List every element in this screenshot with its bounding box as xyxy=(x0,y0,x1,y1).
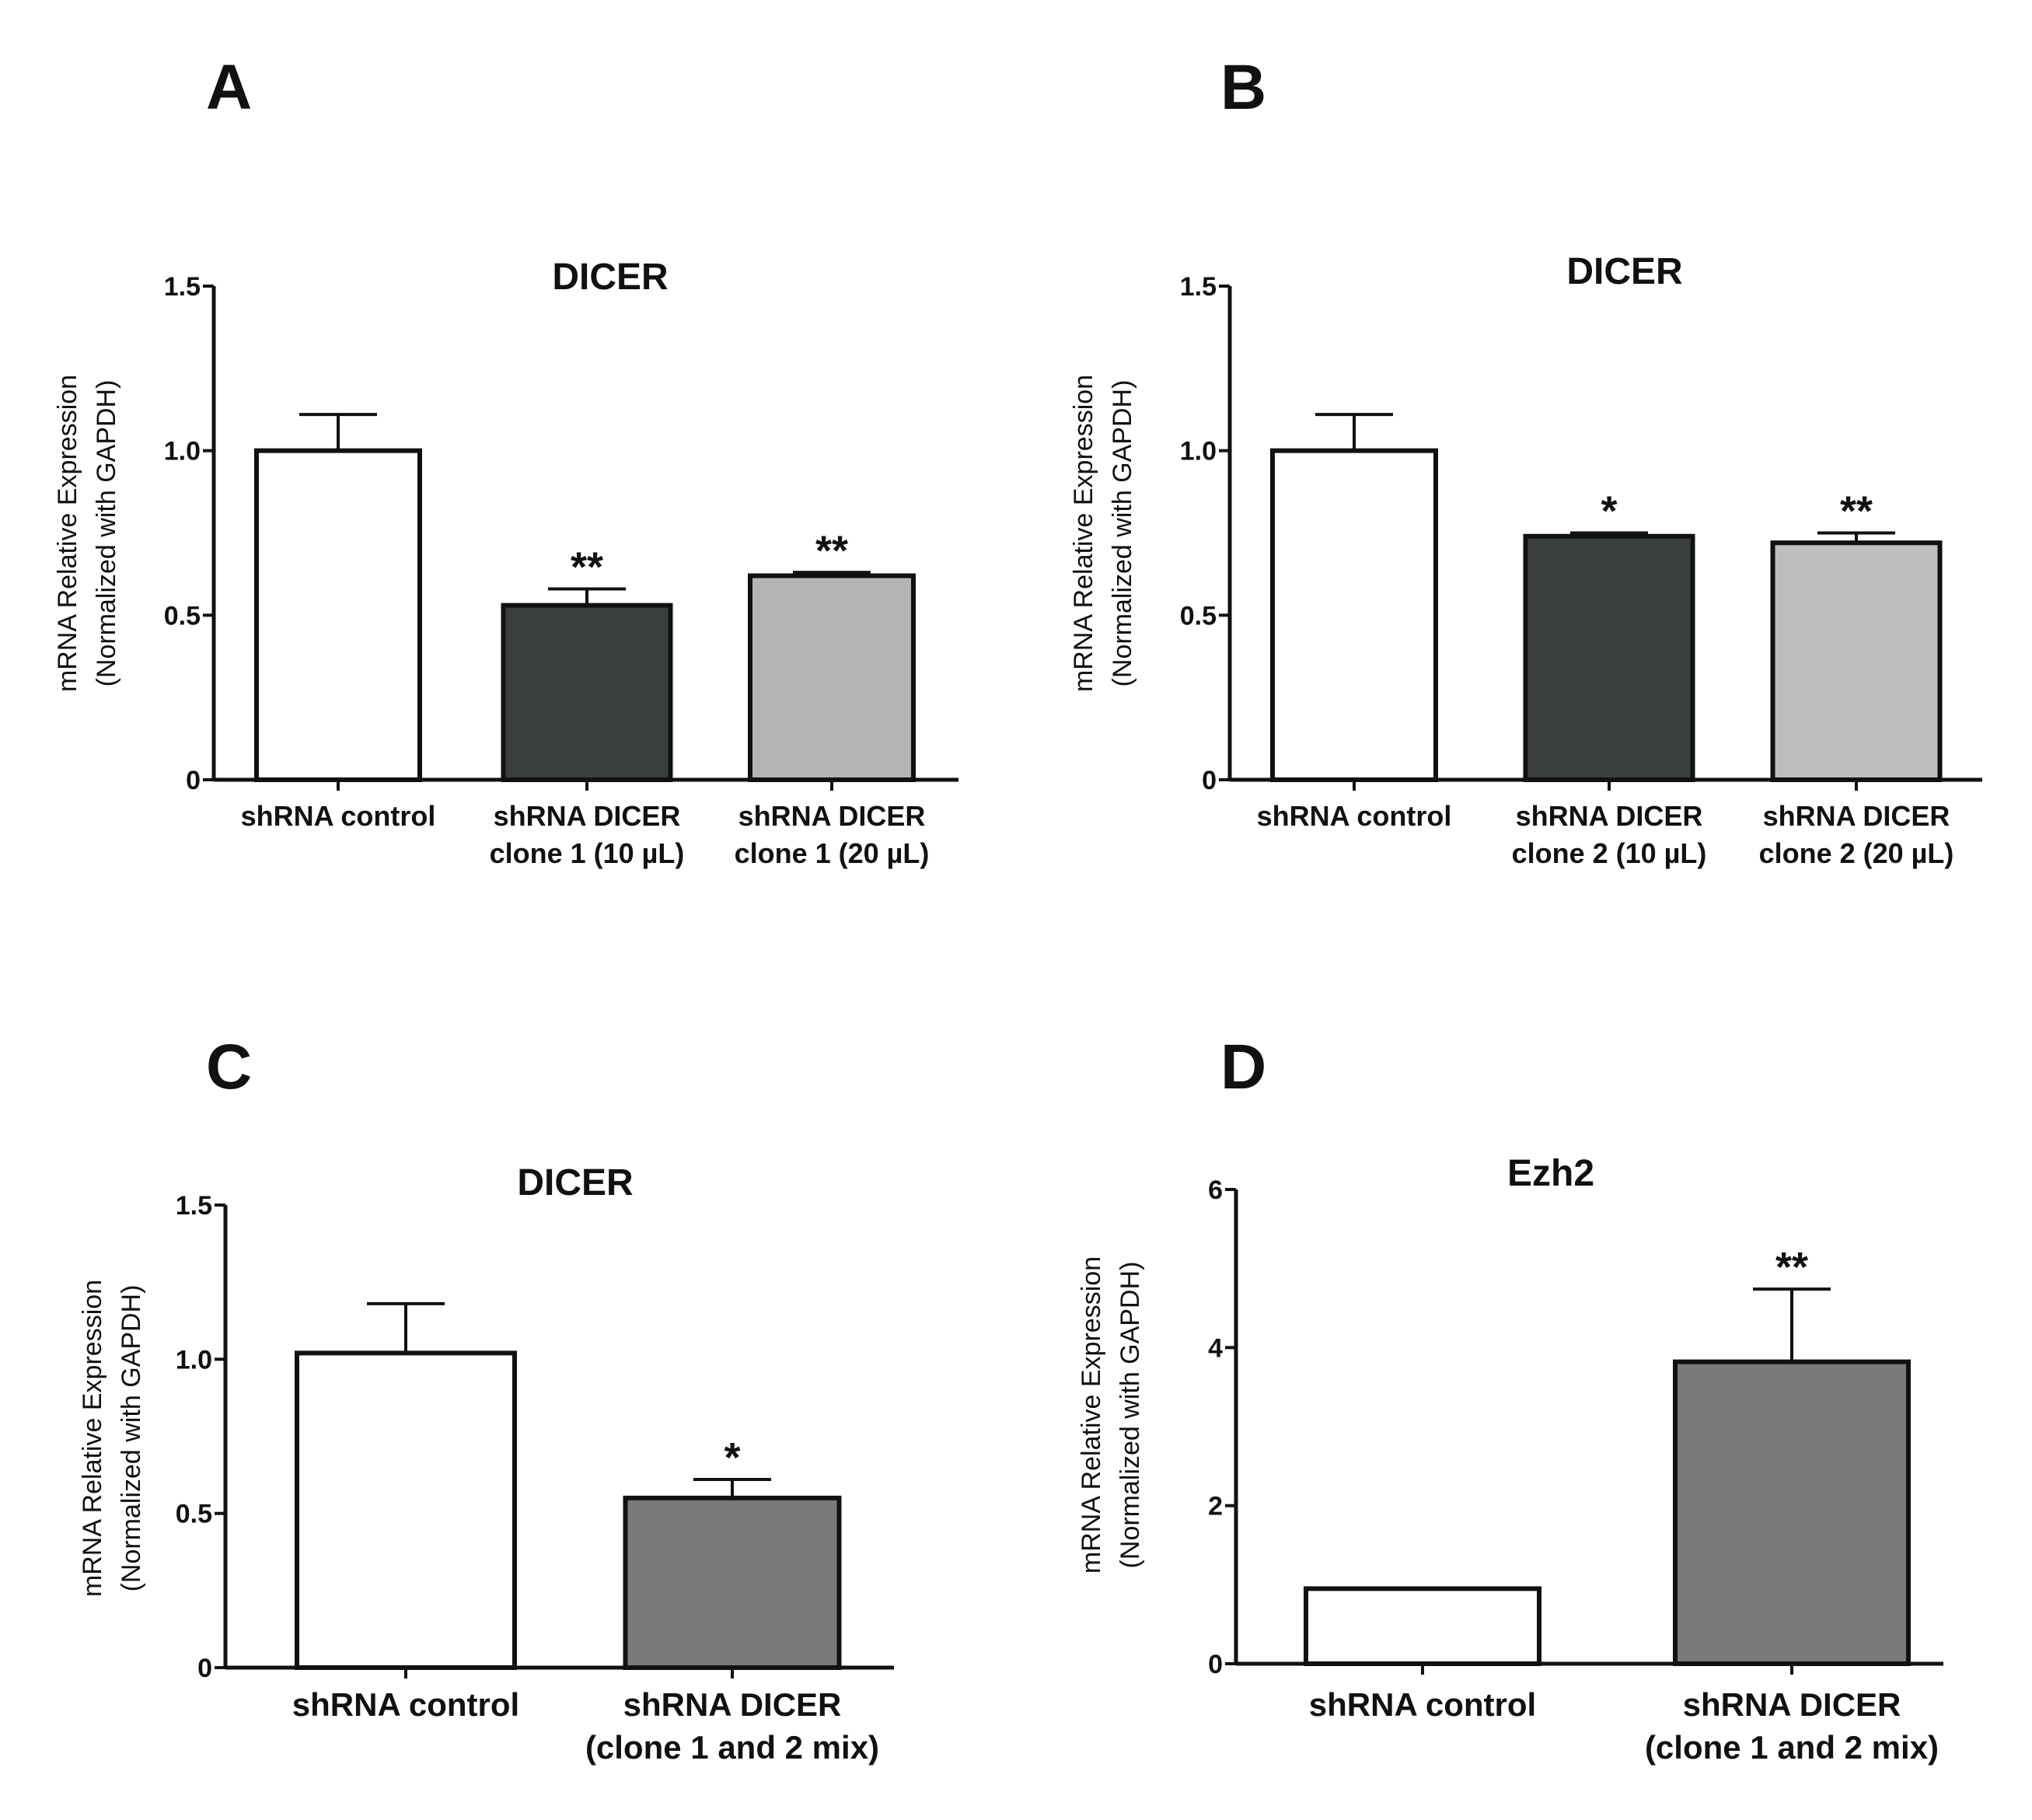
bar xyxy=(1523,533,1695,782)
category-label: (clone 1 and 2 mix) xyxy=(585,1729,879,1766)
y-tick-label: 1.5 xyxy=(164,272,201,302)
y-tick-label: 1.5 xyxy=(1180,272,1217,302)
significance-label: * xyxy=(1601,488,1617,535)
significance-label: * xyxy=(724,1434,740,1481)
y-tick-label: 6 xyxy=(1208,1175,1223,1205)
category-label: clone 2 (20 µL) xyxy=(1759,837,1954,869)
y-tick-label: 0 xyxy=(186,766,201,795)
significance-label: ** xyxy=(1840,488,1873,535)
y-tick-label: 0 xyxy=(1208,1650,1223,1679)
bar xyxy=(254,448,422,783)
category-label: shRNA DICER xyxy=(1763,800,1950,832)
significance-label: ** xyxy=(571,543,603,590)
bar xyxy=(1770,540,1943,782)
category-label: shRNA DICER xyxy=(623,1686,842,1723)
panel-letter: B xyxy=(1220,52,1266,123)
y-axis-label: (Normalized with GAPDH) xyxy=(1116,1262,1145,1569)
significance-label: ** xyxy=(815,527,848,574)
y-tick-label: 0 xyxy=(1202,766,1217,795)
category-label: (clone 1 and 2 mix) xyxy=(1645,1729,1939,1766)
y-tick-label: 4 xyxy=(1208,1333,1223,1363)
y-axis-label: (Normalized with GAPDH) xyxy=(1108,380,1137,687)
y-axis-label: mRNA Relative Expression xyxy=(1069,375,1098,692)
panel-letter: D xyxy=(1220,1032,1266,1102)
bar xyxy=(1270,448,1438,783)
category-label: shRNA control xyxy=(241,800,436,832)
y-tick-label: 1.0 xyxy=(164,437,201,466)
chart-title: Ezh2 xyxy=(1507,1153,1594,1194)
category-label: shRNA DICER xyxy=(1516,800,1703,832)
panel-letter: C xyxy=(206,1032,252,1102)
panel-a: A DICER mRNA Relative Expression (Normalize… xyxy=(53,52,958,869)
y-tick-label: 1.5 xyxy=(176,1191,212,1221)
y-tick-label: 0.5 xyxy=(1180,601,1217,631)
y-tick-label: 1.0 xyxy=(176,1345,212,1375)
y-axis-label: (Normalized with GAPDH) xyxy=(117,1285,146,1592)
bar xyxy=(1673,1359,1911,1666)
bar xyxy=(501,603,673,783)
bar xyxy=(748,573,916,782)
category-label: shRNA control xyxy=(292,1686,519,1723)
panel-d: D Ezh2 mRNA Relative Expression (Normalized… xyxy=(1077,1032,1943,1766)
category-label: shRNA control xyxy=(1309,1686,1536,1723)
bar xyxy=(623,1495,842,1671)
chart-title: DICER xyxy=(552,257,668,298)
significance-label: ** xyxy=(1775,1244,1808,1291)
y-tick-label: 0.5 xyxy=(164,601,201,631)
chart-title: DICER xyxy=(517,1162,633,1203)
category-label: clone 2 (10 µL) xyxy=(1512,837,1707,869)
category-label: shRNA control xyxy=(1257,800,1452,832)
y-axis-label: mRNA Relative Expression xyxy=(78,1280,107,1597)
bar xyxy=(1304,1586,1541,1666)
bar xyxy=(295,1350,517,1671)
y-tick-label: 0.5 xyxy=(176,1500,212,1529)
panel-b: B DICER mRNA Relative Expression (Normalize… xyxy=(1069,52,1982,869)
category-label: clone 1 (10 µL) xyxy=(490,837,685,869)
panel-letter: A xyxy=(206,52,252,123)
y-axis-label: mRNA Relative Expression xyxy=(53,375,82,692)
category-label: shRNA DICER xyxy=(1683,1686,1901,1723)
panel-c: C DICER mRNA Relative Expression (Normalize… xyxy=(78,1032,894,1766)
chart-title: DICER xyxy=(1566,251,1682,292)
y-axis-label: mRNA Relative Expression xyxy=(1077,1256,1106,1574)
category-label: shRNA DICER xyxy=(494,800,681,832)
y-tick-label: 0 xyxy=(197,1654,212,1683)
category-label: shRNA DICER xyxy=(738,800,926,832)
y-axis-label: (Normalized with GAPDH) xyxy=(92,380,121,687)
category-label: clone 1 (20 µL) xyxy=(735,837,930,869)
y-tick-label: 1.0 xyxy=(1180,437,1217,466)
y-tick-label: 2 xyxy=(1208,1492,1223,1521)
